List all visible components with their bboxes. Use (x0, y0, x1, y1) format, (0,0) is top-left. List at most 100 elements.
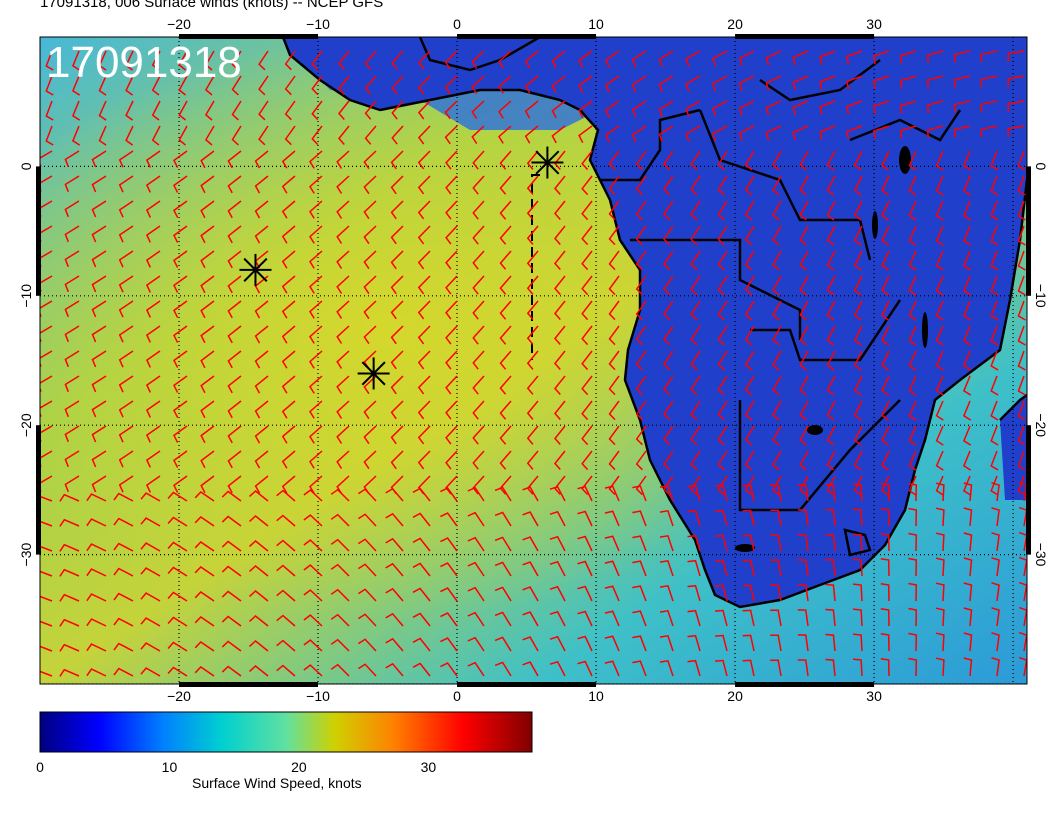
wind-barb (991, 657, 1000, 677)
wind-barb (990, 150, 999, 171)
wind-barb (526, 250, 539, 270)
wind-barb (221, 565, 242, 577)
wind-barb (935, 450, 944, 471)
wind-barb (899, 100, 917, 114)
wind-barb (173, 375, 188, 393)
frame-bar (457, 34, 597, 39)
wind-barb (581, 450, 593, 471)
colorbar-label: Surface Wind Speed, knots (192, 775, 362, 791)
wind-barb (194, 516, 215, 527)
wind-barb (799, 150, 809, 171)
wind-barb (963, 482, 973, 502)
wind-barb (772, 325, 782, 346)
wind-barb (853, 483, 863, 502)
wind-barb (221, 590, 242, 602)
wind-barb (826, 275, 836, 296)
wind-barb (926, 125, 944, 139)
wind-barb (498, 75, 512, 94)
wind-barb (336, 350, 350, 369)
wind-barb (549, 610, 566, 627)
wind-barb (926, 100, 944, 114)
wind-barb (178, 125, 188, 146)
wind-barb (908, 250, 917, 271)
wind-barb (853, 608, 863, 627)
wind-barb (853, 275, 863, 296)
wind-barb (1017, 250, 1026, 271)
wind-barb (825, 508, 836, 527)
wind-barb (935, 175, 944, 196)
wind-barb (825, 533, 836, 552)
wind-barb (990, 200, 999, 221)
wind-barb (200, 400, 215, 419)
wind-barb (309, 175, 323, 194)
wind-barb (880, 508, 890, 527)
lakes (735, 146, 928, 552)
wind-barb (526, 325, 539, 345)
wind-barb (581, 250, 593, 271)
wind-barb (281, 300, 296, 319)
wind-barb (1017, 400, 1026, 421)
wind-barb (45, 100, 54, 121)
wind-barb (690, 175, 701, 196)
wind-barb (91, 200, 107, 218)
wind-barb (935, 482, 945, 502)
wind-barb (711, 50, 728, 67)
wind-barb (608, 350, 620, 371)
wind-barb (417, 375, 431, 395)
wind-barb (991, 582, 1000, 602)
wind-barb (499, 425, 512, 445)
wind-barb (663, 275, 674, 296)
wind-barb (118, 225, 134, 243)
wind-barb (227, 475, 242, 494)
wind-barb (772, 350, 782, 371)
wind-barb (86, 568, 107, 577)
wind-barb (200, 375, 215, 394)
wind-barb (554, 225, 566, 245)
wind-barb (880, 558, 890, 577)
wind-barb (363, 425, 377, 445)
wind-barb (390, 375, 404, 395)
wind-barb (738, 50, 755, 67)
wind-barb (145, 400, 161, 418)
wind-barb (853, 658, 863, 677)
wind-barb (385, 587, 404, 602)
wind-barb (417, 50, 431, 70)
wind-barb (86, 593, 107, 602)
wind-barb (554, 325, 566, 345)
wind-barb (417, 150, 431, 170)
wind-barb (445, 400, 458, 420)
wind-barb (881, 250, 890, 271)
wind-barb (926, 50, 944, 64)
wind-barb (962, 250, 972, 271)
wind-barb (390, 425, 404, 445)
wind-barb (799, 250, 809, 271)
wind-barb (522, 536, 539, 552)
wind-barb (581, 325, 593, 346)
wind-barb (64, 375, 80, 393)
wind-barb (608, 325, 620, 346)
wind-barb (765, 125, 782, 141)
wind-barb (853, 400, 863, 421)
wind-barb (98, 50, 107, 71)
wind-barb (167, 491, 188, 502)
wind-barb (276, 664, 296, 677)
wind-barb (554, 375, 566, 395)
wind-barb (330, 663, 350, 677)
wind-barb (445, 450, 458, 470)
wind-barb (826, 200, 836, 221)
wind-barb (303, 664, 323, 677)
wind-barb (663, 300, 674, 321)
wind-barb (765, 100, 782, 116)
colorbar-tick-label: 20 (291, 759, 307, 775)
wind-barb (935, 325, 944, 346)
wind-barb (690, 225, 701, 246)
wind-barb (792, 100, 809, 116)
frame-bar (457, 682, 597, 687)
wind-barb (819, 50, 836, 65)
wind-barb (417, 350, 431, 370)
wind-barb (363, 175, 377, 195)
wind-barb (744, 375, 755, 396)
colorbar-tick-label: 30 (420, 759, 437, 775)
wind-barb (499, 300, 512, 320)
wind-barb (690, 375, 701, 396)
